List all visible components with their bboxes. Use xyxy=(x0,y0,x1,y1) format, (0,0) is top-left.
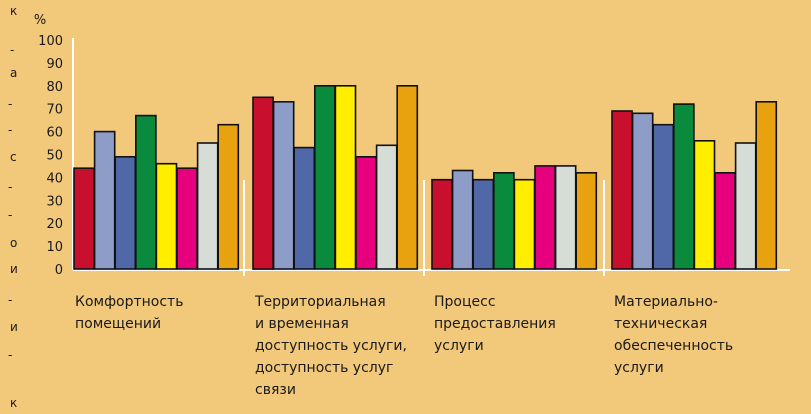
margin-text-fragment: к xyxy=(10,396,18,410)
y-tick-label: 0 xyxy=(55,263,63,278)
category-label-line: Территориальная xyxy=(255,294,386,310)
bar xyxy=(155,162,178,270)
category-label: Процесс предоставления услуги xyxy=(434,291,556,357)
bar xyxy=(196,142,219,270)
margin-text-fragment: к xyxy=(10,4,18,18)
bar xyxy=(73,167,95,270)
category-label-line: связи xyxy=(255,382,296,398)
bar xyxy=(334,85,357,270)
y-tick-label: 80 xyxy=(46,80,63,95)
y-tick-label: 70 xyxy=(46,103,63,118)
y-tick-label: 30 xyxy=(46,194,63,209)
margin-text-fragment: - xyxy=(8,180,13,194)
y-tick-label: 40 xyxy=(46,171,63,186)
bar xyxy=(313,85,336,270)
margin-text-fragment: с xyxy=(10,150,17,164)
margin-text-fragment: - xyxy=(8,348,13,362)
y-tick-label: 100 xyxy=(38,34,63,49)
bar xyxy=(451,169,474,270)
bar xyxy=(217,123,240,270)
margin-text-fragment: и xyxy=(10,320,18,334)
bar xyxy=(272,101,295,270)
bar xyxy=(672,103,695,270)
bar xyxy=(631,112,654,270)
bar xyxy=(693,140,716,270)
category-label-line: предоставления xyxy=(434,316,556,332)
bar xyxy=(472,178,495,270)
bar xyxy=(554,165,577,270)
margin-text-fragment: - xyxy=(8,208,13,222)
bar xyxy=(755,101,778,270)
y-tick-label: 10 xyxy=(46,240,63,255)
bar xyxy=(534,165,556,270)
y-tick-label: 20 xyxy=(46,217,63,232)
category-label: Комфортность помещений xyxy=(75,291,183,335)
category-label-line: помещений xyxy=(75,316,162,332)
bar xyxy=(93,130,116,270)
bar xyxy=(176,167,198,270)
y-tick-label: 90 xyxy=(46,57,63,72)
bar xyxy=(114,156,137,270)
margin-text-fragment: и xyxy=(10,262,18,276)
bar xyxy=(714,172,736,270)
margin-text-fragment: - xyxy=(8,97,13,111)
category-label: Материально-техническая обеспеченность усл… xyxy=(614,291,733,379)
bar xyxy=(431,178,453,270)
margin-text-fragment: а xyxy=(10,66,18,80)
category-label-line: техническая xyxy=(614,316,708,332)
bar xyxy=(293,146,316,270)
margin-text-fragment: - xyxy=(10,43,15,57)
category-label-line: обеспеченность xyxy=(614,338,734,354)
bar xyxy=(492,172,515,270)
margin-text-fragment: о xyxy=(10,236,18,250)
category-label-line: услуги xyxy=(434,338,484,354)
category-label-line: услуги xyxy=(614,360,664,376)
category-label-line: и временная xyxy=(255,316,349,332)
bar xyxy=(611,110,633,270)
category-label: Территориальная и временная доступность ус… xyxy=(255,291,407,401)
bar xyxy=(575,172,598,270)
bar xyxy=(375,144,398,270)
bar xyxy=(355,156,377,270)
category-label-line: Процесс xyxy=(434,294,496,310)
bar xyxy=(513,178,536,270)
y-tick-label: 50 xyxy=(46,149,63,164)
category-label-line: Материально- xyxy=(614,294,718,310)
category-label-line: доступность услуг xyxy=(255,360,394,376)
bar xyxy=(652,123,675,270)
margin-text-fragment: - xyxy=(8,293,13,307)
y-axis-unit-label: % xyxy=(34,13,46,28)
bar xyxy=(252,96,274,270)
category-label-line: Комфортность xyxy=(75,294,184,310)
category-label-line: доступность услуги, xyxy=(255,338,407,354)
bar xyxy=(396,85,419,270)
bar xyxy=(135,114,157,270)
y-tick-label: 60 xyxy=(46,126,63,141)
bar xyxy=(734,142,757,270)
margin-text-fragment: - xyxy=(8,123,13,137)
